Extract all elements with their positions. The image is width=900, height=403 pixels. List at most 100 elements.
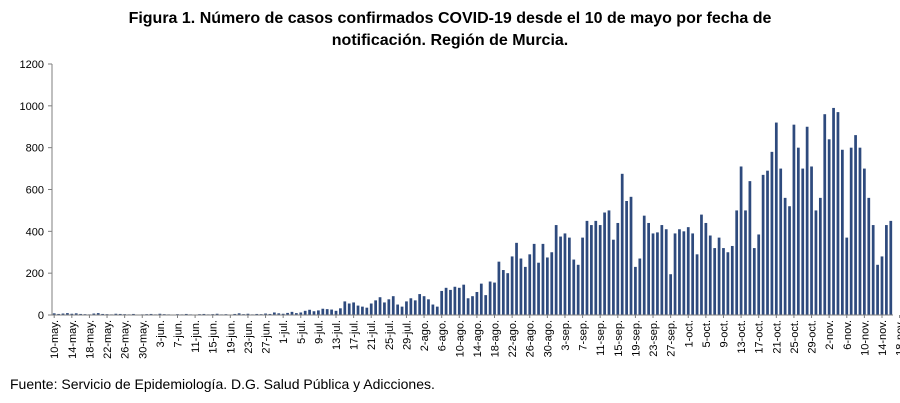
x-tick-label: 27-jun. <box>261 320 273 354</box>
bar <box>70 313 74 315</box>
chart-title: Figura 1. Número de casos confirmados CO… <box>0 8 900 52</box>
bar <box>440 290 444 315</box>
bar <box>268 313 272 315</box>
bar <box>453 286 457 315</box>
bar <box>885 225 888 315</box>
bar <box>405 301 408 315</box>
bar <box>444 287 448 315</box>
bar <box>590 225 593 315</box>
bar <box>66 313 69 315</box>
x-tick-label: 14-ago. <box>472 320 484 357</box>
x-tick-label: 15-sep. <box>613 320 625 357</box>
bar <box>365 307 369 315</box>
bar <box>334 310 338 315</box>
bar <box>431 304 435 315</box>
x-tick-label: 5-jul. <box>296 320 308 344</box>
x-tick-label: 23-sep. <box>648 320 660 357</box>
bar <box>272 312 276 315</box>
bar <box>867 197 871 315</box>
bar <box>647 222 650 315</box>
bar <box>246 313 250 315</box>
bar <box>625 201 628 315</box>
bar <box>603 212 606 315</box>
bar <box>612 239 615 315</box>
bar <box>849 147 853 315</box>
bar <box>669 274 673 315</box>
bar <box>638 258 642 315</box>
y-tick-label: 200 <box>26 268 44 280</box>
bar <box>158 313 162 315</box>
bar <box>568 237 571 315</box>
bar <box>537 262 540 315</box>
bar <box>673 233 677 315</box>
bar <box>691 233 695 315</box>
bar <box>523 266 527 315</box>
bar <box>607 210 611 315</box>
bar <box>321 308 325 315</box>
bar <box>616 222 620 315</box>
bar <box>303 310 307 315</box>
bar <box>118 313 122 315</box>
bar <box>409 298 413 315</box>
bar <box>374 300 377 315</box>
x-tick-label: 11-sep. <box>595 320 607 356</box>
bar <box>435 306 439 315</box>
bar <box>449 289 452 315</box>
bar <box>810 166 813 315</box>
bar <box>325 309 329 315</box>
bar <box>739 166 743 315</box>
bar <box>744 210 747 315</box>
bar <box>766 170 769 315</box>
bar <box>427 299 430 315</box>
bar <box>378 297 382 315</box>
bar <box>101 313 104 315</box>
bar <box>479 283 483 316</box>
bar <box>572 259 576 315</box>
bar <box>413 300 417 315</box>
bar <box>462 284 466 315</box>
bar <box>391 296 395 315</box>
bar <box>519 258 523 315</box>
bar <box>184 313 188 315</box>
bar <box>356 305 360 315</box>
x-tick-label: 3-sep. <box>560 320 572 351</box>
bar <box>717 237 721 315</box>
x-tick-label: 27-sep. <box>666 320 678 357</box>
y-tick-label: 400 <box>26 226 44 238</box>
bar <box>339 308 342 315</box>
x-tick-label: 18-may. <box>84 320 96 359</box>
bar <box>528 254 532 315</box>
bar <box>841 149 844 315</box>
bar <box>330 309 333 315</box>
x-tick-label: 7-sep. <box>578 320 590 351</box>
chart-title-line-2: notificación. Región de Murcia. <box>331 32 569 49</box>
bar <box>352 302 355 315</box>
bar <box>656 232 659 315</box>
bar <box>576 264 580 315</box>
x-tick-label: 26-ago. <box>525 320 537 357</box>
bar <box>805 126 809 315</box>
x-tick-label: 10-nov. <box>859 320 871 356</box>
bar <box>202 313 206 315</box>
x-tick-label: 25-oct. <box>789 320 801 354</box>
bar <box>255 313 259 315</box>
bar <box>686 227 690 315</box>
bar <box>704 222 708 315</box>
bar <box>466 298 470 315</box>
bar <box>664 229 668 315</box>
bar <box>264 313 267 315</box>
bar <box>730 245 734 315</box>
bar <box>761 174 765 315</box>
bar <box>598 225 602 315</box>
x-tick-label: 25-jul. <box>384 320 396 350</box>
bar <box>347 303 351 315</box>
x-tick-label: 29-jul. <box>401 320 413 350</box>
bar <box>422 296 426 315</box>
y-tick-label: 800 <box>26 143 44 155</box>
bar <box>488 281 492 315</box>
x-tick-label: 2-nov. <box>824 320 836 350</box>
bar <box>581 237 584 315</box>
bar <box>695 254 699 315</box>
x-tick-label: 5-oct. <box>701 320 713 348</box>
bar <box>532 243 536 315</box>
